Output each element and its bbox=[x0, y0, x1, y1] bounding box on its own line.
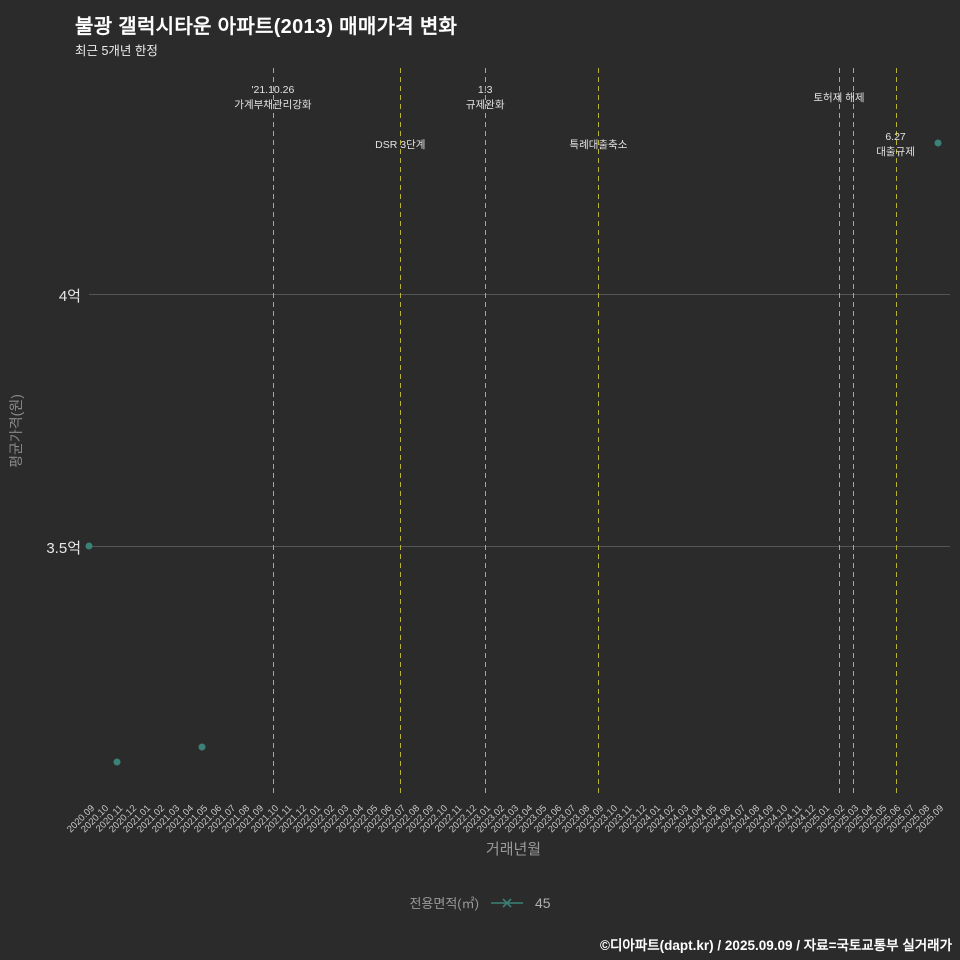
legend-value: 45 bbox=[534, 894, 551, 911]
data-point bbox=[198, 743, 206, 751]
x-axis-label: 거래년월 bbox=[485, 841, 542, 858]
event-line bbox=[598, 68, 600, 795]
event-line bbox=[272, 68, 274, 795]
y-tick-label: 3.5억 bbox=[46, 539, 81, 557]
y-gridline bbox=[89, 545, 950, 547]
event-line bbox=[485, 68, 487, 795]
legend-label: 전용면적(㎡) bbox=[409, 896, 479, 911]
event-line bbox=[895, 68, 897, 795]
event-label: 특례대출축소 bbox=[569, 138, 628, 151]
data-point bbox=[85, 542, 93, 550]
event-line bbox=[838, 68, 840, 795]
event-label: 토허제 해제 bbox=[813, 91, 865, 104]
legend: 전용면적(㎡) 45 bbox=[0, 893, 960, 912]
y-tick-label: 4억 bbox=[58, 288, 81, 306]
credit-text: ©디아파트(dapt.kr) / 2025.09.09 / 자료=국토교통부 실… bbox=[600, 938, 952, 953]
event-label: DSR 3단계 bbox=[375, 138, 426, 151]
event-line bbox=[400, 68, 402, 795]
y-gridline bbox=[89, 294, 950, 296]
chart-subtitle: 최근 5개년 한정 bbox=[75, 44, 158, 58]
event-label: '21.10.26 가계부채관리강화 bbox=[234, 84, 312, 111]
data-point bbox=[934, 139, 942, 147]
chart-title: 불광 갤럭시타운 아파트(2013) 매매가격 변화 bbox=[75, 16, 458, 38]
legend-marker-icon bbox=[490, 897, 523, 908]
event-label: 6.27 대출규제 bbox=[876, 131, 915, 158]
data-point bbox=[113, 758, 121, 766]
event-line bbox=[853, 68, 855, 795]
event-label: 1.3 규제완화 bbox=[465, 84, 505, 111]
